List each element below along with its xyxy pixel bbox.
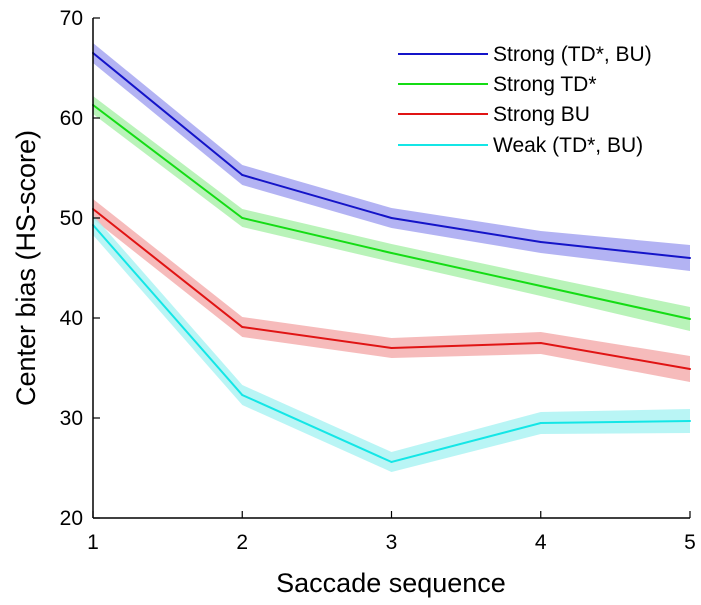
data-point [390,252,393,254]
data-point [390,217,393,219]
legend: Strong (TD*, BU) Strong TD* Strong BU Weak … [398,43,652,157]
legend-label: Strong TD* [493,73,597,96]
legend-label: Strong BU [493,103,590,126]
x-ticks: 1 2 3 4 5 [87,511,696,554]
data-point [539,422,542,424]
y-tick-label: 60 [60,107,83,130]
series-lines [92,52,691,464]
y-tick-label: 20 [60,507,83,530]
x-tick-label: 1 [87,531,99,554]
x-axis-title: Saccade sequence [276,568,506,598]
confidence-band-1 [93,96,690,331]
data-point [689,257,691,259]
y-tick-label: 70 [60,7,83,30]
data-point [539,241,542,243]
confidence-band-0 [93,43,690,271]
legend-label: Strong (TD*, BU) [493,43,652,66]
confidence-bands [93,43,690,472]
data-point [241,326,244,328]
y-tick-label: 30 [60,407,83,430]
x-tick-label: 4 [535,531,547,554]
data-point [689,318,691,320]
confidence-band-2 [93,199,690,382]
data-point [390,461,393,463]
data-point [539,285,542,287]
x-tick-label: 5 [684,531,696,554]
y-ticks: 20 30 40 50 60 70 [60,7,100,530]
x-tick-label: 2 [236,531,248,554]
data-point [689,420,691,422]
x-tick-label: 3 [386,531,398,554]
legend-label: Weak (TD*, BU) [493,134,643,157]
data-point [241,394,244,396]
axes [92,18,690,519]
data-point [241,174,244,176]
data-point [390,347,393,349]
y-axis-title: Center bias (HS-score) [11,130,41,406]
data-point [539,342,542,344]
y-tick-label: 40 [60,307,83,330]
y-tick-label: 50 [60,207,83,230]
data-point [241,217,244,219]
data-point [689,368,691,370]
